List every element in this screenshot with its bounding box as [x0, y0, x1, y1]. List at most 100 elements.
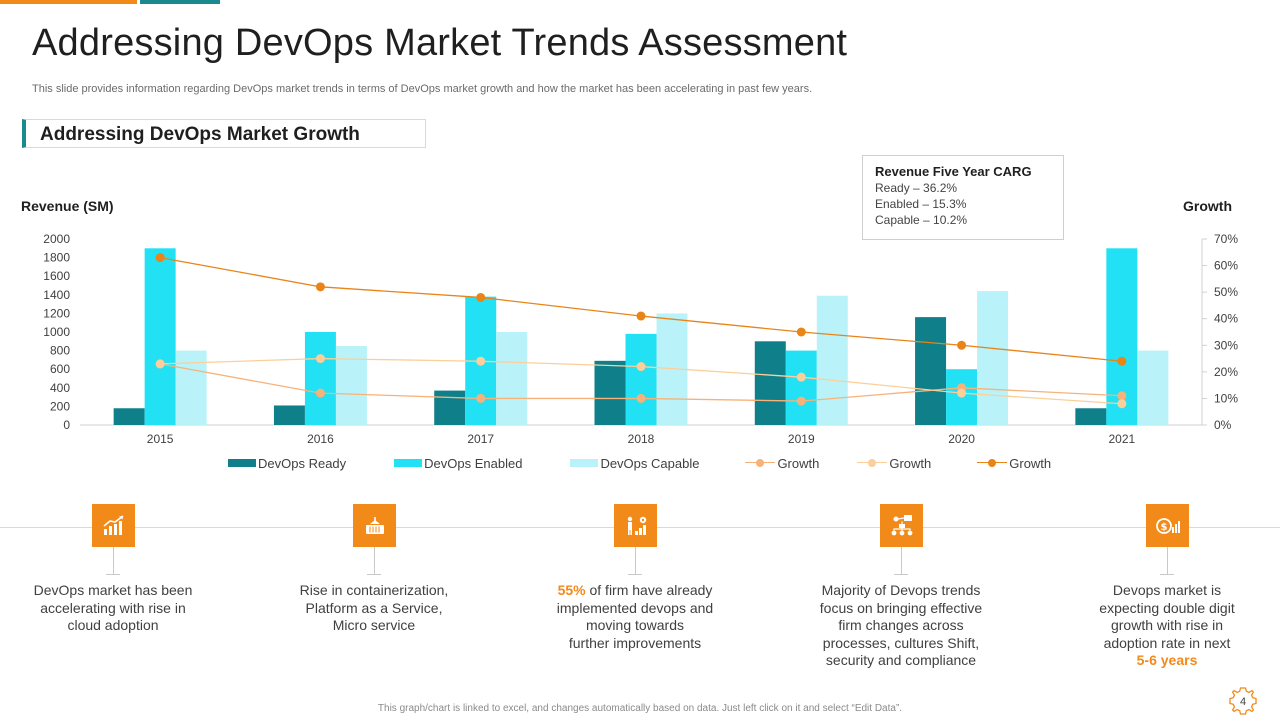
timeline-5-highlight: 5-6 years	[1136, 652, 1198, 668]
timeline-5-line-4: adoption rate in next	[1103, 634, 1231, 651]
y-tick-label: 800	[50, 344, 70, 358]
legend-label-capable: DevOps Capable	[600, 455, 700, 471]
bar-devops-ready-2021	[1075, 408, 1107, 425]
timeline-4-line-3: firm changes across	[838, 617, 964, 633]
timeline-4-line-5: security and compliance	[825, 652, 977, 668]
section-title: Addressing DevOps Market Growth	[40, 124, 360, 145]
x-tick-label: 2020	[948, 432, 975, 446]
bar-devops-capable-2016	[335, 345, 367, 425]
growth-point-2-2020	[957, 388, 967, 398]
growth-point-3-2018	[636, 311, 646, 321]
x-tick-label: 2016	[307, 432, 334, 446]
timeline-stem-2	[374, 547, 375, 575]
y-tick-label: 600	[50, 362, 70, 376]
x-tick-label: 2019	[788, 432, 815, 446]
x-tick-label: 2021	[1109, 432, 1136, 446]
timeline-text-2: Rise in containerization, Platform as a …	[274, 582, 474, 635]
legend-item-growth-1: Growth	[745, 456, 819, 471]
legend-item-growth-3: Growth	[977, 456, 1051, 471]
page-number-badge: 4	[1229, 687, 1257, 715]
y2-tick-label: 20%	[1214, 365, 1238, 379]
timeline-stem-4	[901, 547, 902, 575]
y-tick-label: 1800	[43, 251, 70, 265]
growth-chart-icon	[92, 504, 135, 547]
timeline-3-highlight: 55%	[557, 582, 586, 598]
growth-point-2-2016	[315, 354, 325, 364]
timeline-tick-4	[894, 574, 908, 575]
growth-point-3-2020	[957, 340, 967, 350]
legend-label-enabled: DevOps Enabled	[424, 455, 523, 471]
y2-tick-label: 30%	[1214, 338, 1238, 352]
growth-point-1-2017	[476, 393, 486, 403]
bar-devops-capable-2021	[1137, 350, 1169, 425]
growth-point-2-2018	[636, 362, 646, 372]
y2-tick-label: 10%	[1214, 391, 1238, 405]
growth-person-gear-icon	[614, 504, 657, 547]
timeline-4-line-2: focus on bringing effective	[819, 599, 983, 616]
x-tick-label: 2015	[147, 432, 174, 446]
legend-item-capable: DevOps Capable	[570, 456, 699, 471]
timeline-tick-2	[367, 574, 381, 575]
legend-swatch-capable	[570, 459, 599, 467]
timeline-stem-3	[635, 547, 636, 575]
timeline-tick-5	[1160, 574, 1174, 575]
timeline-2-line-1: Rise in containerization,	[299, 582, 449, 598]
timeline-1-line-3: cloud adoption	[67, 617, 159, 633]
legend-swatch-growth-3	[977, 458, 1008, 468]
x-tick-label: 2017	[467, 432, 494, 446]
legend-item-enabled: DevOps Enabled	[394, 456, 522, 471]
svg-text:$: $	[1160, 522, 1167, 533]
section-header: Addressing DevOps Market Growth	[22, 119, 426, 148]
bar-devops-enabled-2016	[304, 332, 336, 425]
timeline-3-line-2: implemented devops and	[556, 599, 714, 616]
bar-devops-ready-2015	[113, 408, 145, 425]
legend-label-growth-1: Growth	[777, 455, 820, 471]
timeline-3-line-1-text: of firm have already	[585, 582, 713, 598]
legend-swatch-ready	[228, 459, 256, 467]
carg-line-enabled: Enabled – 15.3%	[875, 197, 967, 211]
timeline-1-line-2: accelerating with rise in	[40, 599, 186, 616]
carg-line-capable: Capable – 10.2%	[875, 213, 968, 227]
timeline-3-line-4: further improvements	[568, 634, 702, 651]
growth-point-2-2015	[155, 359, 165, 369]
bar-devops-ready-2020	[915, 317, 947, 425]
y-axis-title: Revenue (SM)	[21, 198, 114, 214]
growth-point-2-2019	[796, 372, 806, 382]
timeline-5-line-1: Devops market is	[1112, 582, 1222, 598]
growth-point-3-2017	[476, 292, 486, 302]
y2-tick-label: 40%	[1214, 312, 1238, 326]
y-tick-label: 1200	[43, 306, 70, 320]
timeline-2-line-3: Micro service	[332, 617, 416, 633]
carg-box: Revenue Five Year CARG Ready – 36.2% Ena…	[862, 155, 1064, 240]
timeline-3-line-3: moving towards	[585, 617, 685, 633]
y-tick-label: 1400	[43, 288, 70, 302]
footer-note: This graph/chart is linked to excel, and…	[377, 703, 903, 714]
legend-label-ready: DevOps Ready	[258, 455, 347, 471]
y2-tick-label: 50%	[1214, 285, 1238, 299]
legend-item-ready: DevOps Ready	[228, 456, 346, 471]
growth-point-3-2016	[315, 282, 325, 292]
top-accent-orange	[0, 0, 137, 4]
container-icon	[353, 504, 396, 547]
growth-point-1-2016	[315, 388, 325, 398]
bar-devops-capable-2015	[175, 350, 207, 425]
y-tick-label: 400	[50, 381, 70, 395]
legend-swatch-enabled	[394, 459, 423, 467]
growth-point-2-2021	[1117, 399, 1127, 409]
bar-devops-capable-2019	[816, 295, 848, 425]
growth-point-3-2021	[1117, 356, 1127, 366]
y2-tick-label: 60%	[1214, 259, 1238, 273]
slide-title: Addressing DevOps Market Trends Assessme…	[32, 22, 848, 64]
growth-point-1-2019	[796, 396, 806, 406]
slide-subtitle: This slide provides information regardin…	[32, 83, 813, 95]
timeline-4-line-1: Majority of Devops trends	[821, 582, 981, 598]
timeline-stem-1	[113, 547, 114, 575]
timeline-tick-1	[106, 574, 120, 575]
growth-point-1-2018	[636, 393, 646, 403]
dollar-chart-icon: $	[1146, 504, 1189, 547]
x-tick-label: 2018	[628, 432, 655, 446]
timeline-stem-5	[1167, 547, 1168, 575]
carg-heading: Revenue Five Year CARG	[875, 164, 1032, 179]
timeline-tick-3	[628, 574, 642, 575]
page-number: 4	[1240, 696, 1246, 708]
